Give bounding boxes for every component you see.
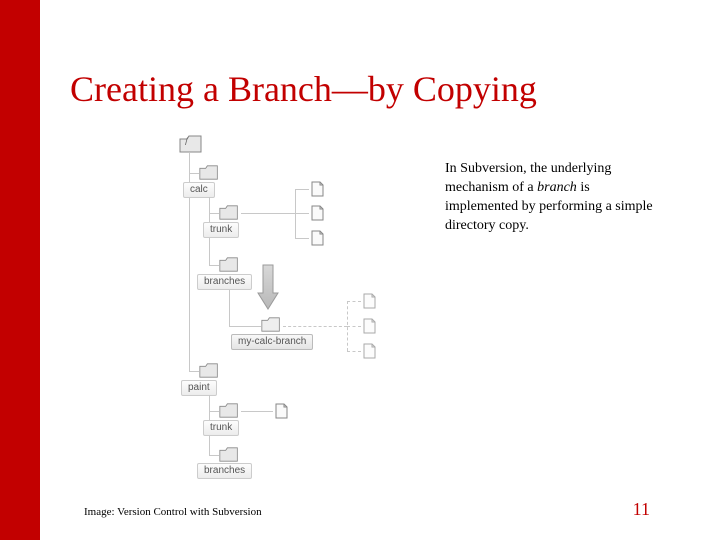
node-calc: calc: [183, 182, 215, 198]
tree-line: [189, 173, 199, 174]
tree-line-dashed: [283, 326, 347, 327]
node-branches: branches: [197, 463, 252, 479]
file-icon: [311, 181, 324, 197]
file-icon: [275, 403, 288, 419]
slide-title: Creating a Branch—by Copying: [70, 68, 537, 110]
tree-line: [209, 265, 219, 266]
tree-line-dashed: [347, 351, 361, 352]
file-icon: [311, 205, 324, 221]
tree-diagram: / calc trunk branches: [155, 135, 440, 455]
tree-line: [295, 189, 309, 190]
tree-line: [209, 455, 219, 456]
tree-line: [295, 213, 309, 214]
tree-line: [241, 213, 295, 214]
tree-line: [209, 411, 219, 412]
copy-arrow-icon: [257, 263, 279, 307]
folder-icon: [179, 135, 199, 149]
folder-icon: [199, 165, 219, 179]
tree-line: [189, 371, 199, 372]
file-icon: [311, 230, 324, 246]
folder-icon: [261, 317, 281, 331]
accent-bar: [0, 0, 40, 540]
image-credit: Image: Version Control with Subversion: [84, 506, 262, 518]
file-icon: [363, 318, 376, 334]
node-paint: paint: [181, 380, 217, 396]
folder-icon: [219, 257, 239, 271]
tree-line-dashed: [347, 326, 361, 327]
node-trunk: trunk: [203, 420, 239, 436]
tree-line: [241, 411, 273, 412]
node-trunk: trunk: [203, 222, 239, 238]
folder-icon: [219, 403, 239, 417]
root-label: /: [185, 137, 188, 148]
tree-line: [229, 326, 261, 327]
node-branches: branches: [197, 274, 252, 290]
folder-icon: [199, 363, 219, 377]
tree-line-dashed: [347, 301, 361, 302]
tree-line: [209, 213, 219, 214]
tree-line: [295, 189, 296, 239]
tree-line: [295, 238, 309, 239]
body-text-em: branch: [537, 180, 577, 195]
folder-icon: [219, 205, 239, 219]
folder-icon: [219, 447, 239, 461]
node-my-calc-branch: my-calc-branch: [231, 334, 313, 350]
tree-line: [229, 290, 230, 326]
body-text: In Subversion, the underlying mechanism …: [445, 160, 665, 236]
file-icon: [363, 293, 376, 309]
file-icon: [363, 343, 376, 359]
page-number: 11: [633, 499, 650, 520]
